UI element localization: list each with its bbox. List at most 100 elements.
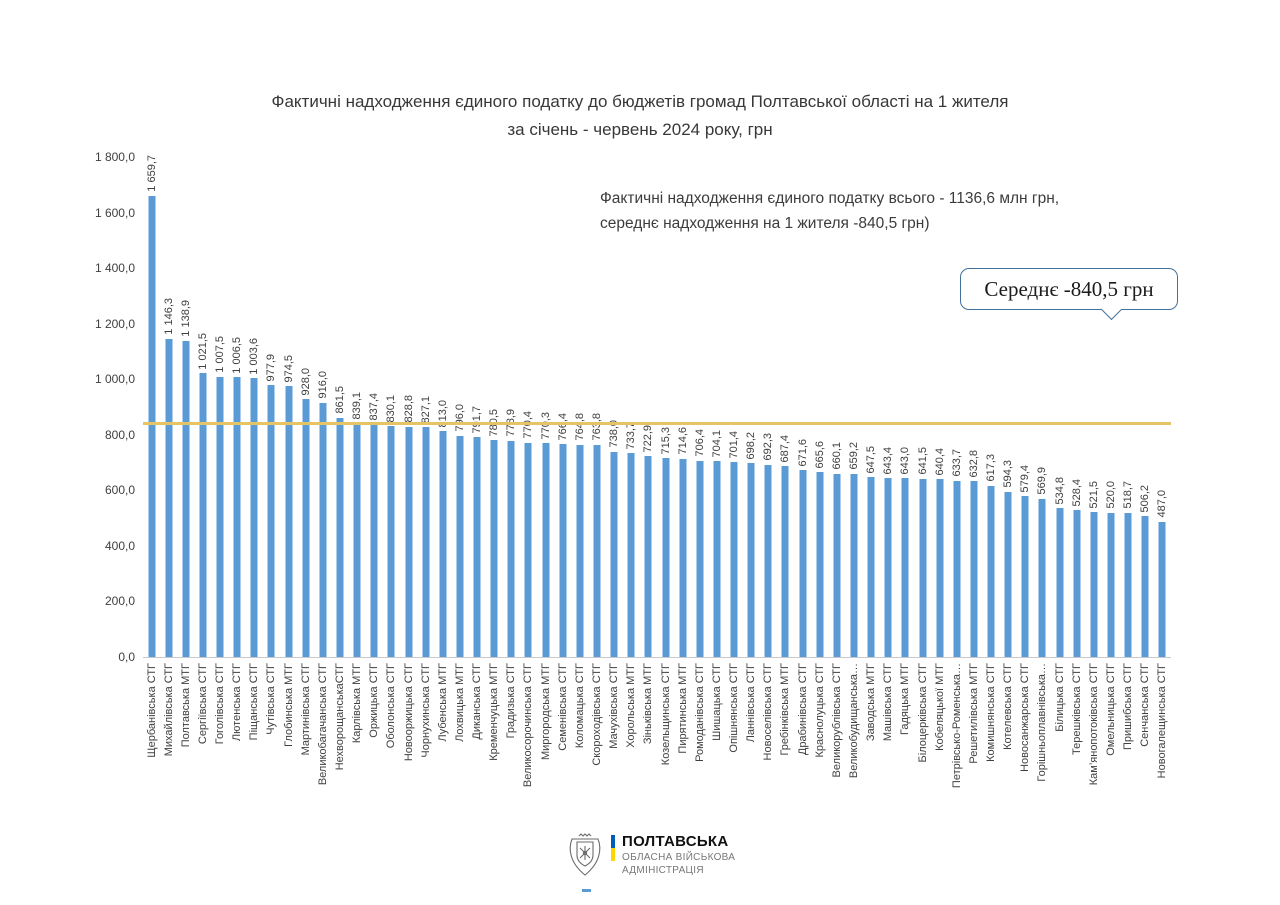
bar-value-label: 1 659,7 xyxy=(145,155,158,192)
category-label: Драбинівська СТГ xyxy=(796,663,809,756)
bar-value-label: 640,4 xyxy=(933,447,946,476)
category-label: Новогалещинська СТГ xyxy=(1156,663,1169,779)
category-label: Білоцерківська СТГ xyxy=(916,663,929,763)
bar-value-label: 839,1 xyxy=(351,392,364,420)
bar-value-label: 687,4 xyxy=(779,434,792,463)
bar xyxy=(1141,516,1149,657)
bar-value-label: 766,4 xyxy=(556,412,569,441)
footer-logo: ПОЛТАВСЬКА ОБЛАСНА ВІЙСЬКОВА АДМІНІСТРАЦ… xyxy=(566,833,735,892)
chart-title-line2: за січень - червень 2024 року, грн xyxy=(507,120,773,139)
y-tick-label: 400,0 xyxy=(104,538,135,553)
bar-value-label: 698,2 xyxy=(745,431,758,460)
chart-title: Фактичні надходження єдиного податку до … xyxy=(0,88,1280,144)
category-label: Краснолуцька СТГ xyxy=(813,663,826,758)
y-tick-label: 1 400,0 xyxy=(94,261,135,276)
category-label: Машівська СТГ xyxy=(882,663,895,742)
category-label: Сенчанська СТГ xyxy=(1139,663,1152,747)
bar xyxy=(747,463,755,657)
bar xyxy=(576,444,584,657)
bar-group: 641,5 Білоцерківська СТГ xyxy=(914,157,931,762)
bar xyxy=(1021,496,1029,657)
bar xyxy=(610,452,618,657)
category-label: Коломацька СТГ xyxy=(573,663,586,749)
bar-group: 738,0 Мачухівська СТГ xyxy=(606,157,623,748)
category-label: Кременчуцька МТГ xyxy=(488,663,501,761)
category-label: Омельницька СТГ xyxy=(1105,663,1118,756)
bar-group: 632,8 Решетилівська МТГ xyxy=(965,157,982,764)
category-label: Комишнянська СТГ xyxy=(985,663,998,762)
bar-group: 647,5 Заводська МТГ xyxy=(863,157,880,741)
bar-group: 569,9 Горішньоплавнівська… xyxy=(1034,157,1051,781)
bar-value-label: 579,4 xyxy=(1019,464,1032,493)
bar-group: 640,4 Кобеляцької МТГ xyxy=(931,157,948,751)
category-label: Горішньоплавнівська… xyxy=(1036,663,1049,782)
y-tick-label: 1 200,0 xyxy=(94,316,135,331)
bar-value-label: 764,8 xyxy=(573,413,586,441)
bar-group: 722,9 Зіньківська МТГ xyxy=(640,157,657,745)
bar-group: 861,5 НехворощанськаСТГ xyxy=(331,157,348,770)
category-label: Сергіївська СТГ xyxy=(196,663,209,745)
category-label: Великорублівська СТГ xyxy=(830,663,843,778)
bar-value-label: 977,9 xyxy=(265,353,278,382)
bar-value-label: 647,5 xyxy=(865,445,878,474)
bar-value-label: 706,4 xyxy=(693,429,706,457)
bar-group: 594,3 Котелевська СТГ xyxy=(1000,157,1017,750)
bar-value-label: 1 006,5 xyxy=(231,336,244,374)
flag-bar-icon xyxy=(611,835,615,861)
average-callout-text: Середнє -840,5 грн xyxy=(984,276,1154,301)
bar-group: 633,7 Петрівсько-Роменська… xyxy=(948,157,965,788)
y-tick-label: 600,0 xyxy=(104,483,135,498)
bar-value-label: 828,8 xyxy=(402,395,415,423)
category-label: Полтавська МТГ xyxy=(179,663,192,748)
bar xyxy=(593,444,601,657)
bar xyxy=(1038,498,1046,657)
bar-group: 643,4 Машівська СТГ xyxy=(880,157,897,741)
y-tick-label: 0,0 xyxy=(118,650,135,664)
bar-group: 813,0 Лубенська МТГ xyxy=(434,157,451,742)
bar-group: 692,3 Новоселівська СТГ xyxy=(760,157,777,760)
bar xyxy=(542,443,550,657)
bar-value-label: 660,1 xyxy=(830,442,843,470)
bar-group: 518,7 Пришибська СТГ xyxy=(1120,157,1137,750)
bar-value-label: 659,2 xyxy=(848,442,861,470)
bar xyxy=(405,426,413,657)
bar-value-label: 665,6 xyxy=(813,440,826,469)
bar xyxy=(1107,512,1115,657)
bar xyxy=(353,423,361,657)
bar-group: 698,2 Ланнівська СТГ xyxy=(743,157,760,743)
category-label: Котелевська СТГ xyxy=(1002,663,1015,750)
bar-group: 791,7 Диканська СТГ xyxy=(469,157,486,740)
bar-value-label: 1 146,3 xyxy=(162,297,175,335)
category-label: Опішнянська СТГ xyxy=(728,663,741,753)
footer-logo-text: ПОЛТАВСЬКА ОБЛАСНА ВІЙСЬКОВА АДМІНІСТРАЦ… xyxy=(622,833,735,876)
category-label: Гребінківська МТГ xyxy=(779,663,792,756)
bar xyxy=(250,378,258,657)
bar-group: 714,6 Пирятинська МТГ xyxy=(674,157,691,754)
totals-annotation: Фактичні надходження єдиного податку всь… xyxy=(600,187,1170,237)
bar-group: 671,6 Драбинівська СТГ xyxy=(794,157,811,755)
category-label: Пришибська СТГ xyxy=(1122,663,1135,751)
average-callout: Середнє -840,5 грн xyxy=(960,268,1178,321)
bar-group: 701,4 Опішнянська СТГ xyxy=(726,157,743,753)
bar xyxy=(1124,512,1132,657)
bar xyxy=(319,402,327,657)
bar-group: 916,0 Великобагачанська СТГ xyxy=(314,157,331,785)
bar xyxy=(302,399,310,657)
category-label: Терешківська СТГ xyxy=(1070,663,1083,755)
bar-group: 733,7 Хорольська МТГ xyxy=(623,157,640,748)
y-tick-label: 200,0 xyxy=(104,594,135,609)
bar xyxy=(1056,508,1064,657)
bar xyxy=(439,431,447,657)
bar-group: 839,1 Карлівська МТГ xyxy=(349,157,366,743)
bar-group: 1 146,3 Михайлівська СТГ xyxy=(160,157,177,756)
bar-group: 974,5 Глобинська МТГ xyxy=(280,157,297,747)
coat-of-arms-icon xyxy=(566,833,604,892)
bar-group: 659,2 Великобудищанська… xyxy=(845,157,862,778)
bar-value-label: 796,0 xyxy=(453,404,466,432)
bar-value-label: 830,1 xyxy=(385,394,398,423)
category-label: Глобинська МТГ xyxy=(282,663,295,747)
bar-value-label: 671,6 xyxy=(796,438,809,467)
bar-group: 1 138,9 Полтавська МТГ xyxy=(177,157,194,747)
bar xyxy=(148,195,156,657)
bar xyxy=(970,481,978,657)
